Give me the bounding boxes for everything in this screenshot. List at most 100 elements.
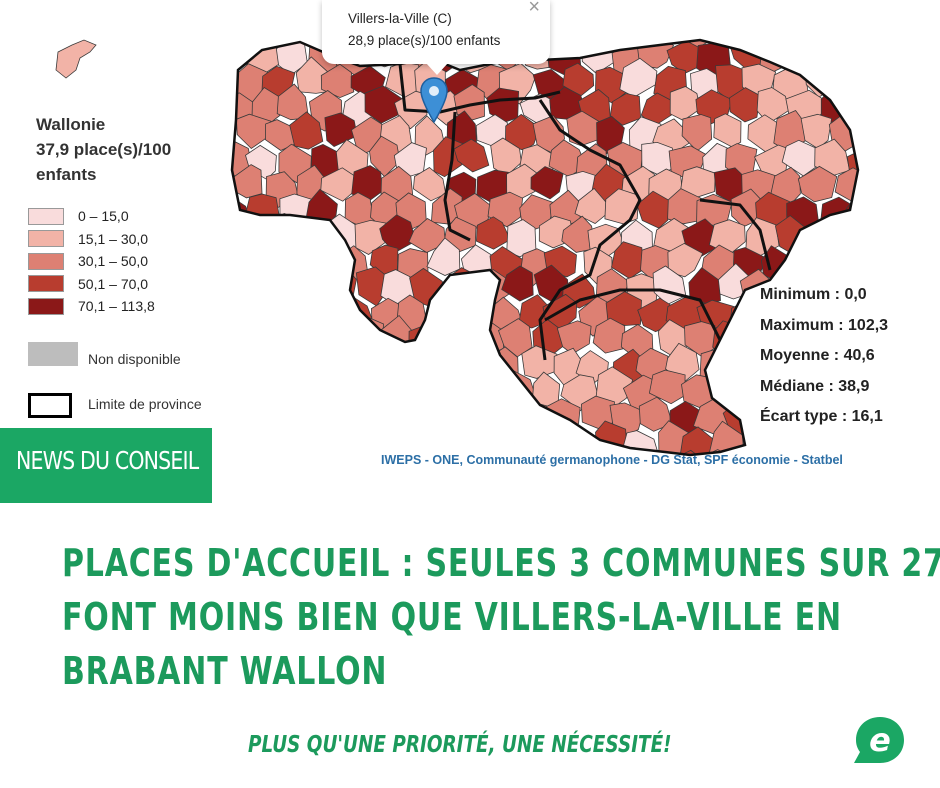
municipality[interactable] <box>278 351 310 389</box>
municipality[interactable] <box>364 85 403 124</box>
municipality[interactable] <box>487 191 524 228</box>
municipality[interactable] <box>305 246 344 283</box>
municipality[interactable] <box>264 212 298 249</box>
municipality[interactable] <box>505 417 539 455</box>
municipality[interactable] <box>835 219 868 261</box>
municipality[interactable] <box>278 243 313 282</box>
municipality[interactable] <box>338 445 369 480</box>
municipality[interactable] <box>308 395 344 430</box>
municipality[interactable] <box>637 297 675 333</box>
municipality[interactable] <box>426 237 461 276</box>
municipality[interactable] <box>245 403 282 438</box>
municipality[interactable] <box>324 321 361 356</box>
municipality[interactable] <box>729 297 764 335</box>
municipality[interactable] <box>200 324 235 364</box>
municipality[interactable] <box>293 266 329 308</box>
municipality[interactable] <box>261 269 295 311</box>
municipality[interactable] <box>327 370 364 409</box>
municipality[interactable] <box>234 319 269 359</box>
municipality[interactable] <box>338 399 367 439</box>
municipality[interactable] <box>819 245 854 279</box>
municipality[interactable] <box>367 348 406 390</box>
municipality[interactable] <box>275 290 311 328</box>
municipality[interactable] <box>237 220 267 255</box>
municipality[interactable] <box>747 114 779 153</box>
municipality[interactable] <box>220 343 255 382</box>
municipality[interactable] <box>438 371 473 413</box>
municipality[interactable] <box>253 295 287 335</box>
municipality[interactable] <box>649 12 684 45</box>
municipality[interactable] <box>276 83 309 121</box>
municipality[interactable] <box>776 13 810 47</box>
municipality[interactable] <box>412 167 447 202</box>
municipality[interactable] <box>426 398 464 437</box>
attribution-link-statbel[interactable]: SPF économie - Statbel <box>703 453 843 467</box>
municipality[interactable] <box>259 418 295 457</box>
municipality[interactable] <box>228 376 264 413</box>
exclave-comines[interactable] <box>55 39 97 79</box>
municipality[interactable] <box>219 249 253 284</box>
municipality[interactable] <box>488 401 519 434</box>
municipality[interactable] <box>246 248 281 286</box>
municipality[interactable] <box>206 221 239 261</box>
municipality[interactable] <box>292 375 331 409</box>
municipality[interactable] <box>789 243 827 281</box>
municipality[interactable] <box>715 16 751 49</box>
municipality[interactable] <box>199 273 229 308</box>
municipality[interactable] <box>475 216 511 250</box>
municipality[interactable] <box>609 93 642 126</box>
municipality[interactable] <box>681 114 713 152</box>
municipality[interactable] <box>262 375 295 414</box>
municipality[interactable] <box>797 165 838 203</box>
municipality[interactable] <box>305 447 341 480</box>
municipality[interactable] <box>456 395 490 435</box>
municipality[interactable] <box>560 7 594 45</box>
municipality[interactable] <box>648 369 686 405</box>
municipality[interactable] <box>849 37 887 74</box>
municipality[interactable] <box>356 375 387 414</box>
municipality[interactable] <box>460 349 498 384</box>
municipality[interactable] <box>395 405 433 438</box>
municipality[interactable] <box>408 374 443 408</box>
municipality[interactable] <box>521 345 558 379</box>
municipality[interactable] <box>848 92 883 133</box>
municipality[interactable] <box>593 16 633 48</box>
close-icon[interactable]: × <box>528 0 540 18</box>
municipality[interactable] <box>353 423 391 457</box>
municipality[interactable] <box>320 63 355 99</box>
municipality[interactable] <box>394 345 428 380</box>
municipality[interactable] <box>213 452 249 480</box>
municipality[interactable] <box>252 346 284 384</box>
municipality[interactable] <box>305 343 344 385</box>
municipality[interactable] <box>501 265 534 302</box>
municipality[interactable] <box>262 11 302 46</box>
choropleth-map[interactable]: Wallonie 37,9 place(s)/100 enfants 0 – 1… <box>0 0 940 480</box>
municipality[interactable] <box>453 84 485 121</box>
municipality[interactable] <box>205 372 238 408</box>
municipality[interactable] <box>275 402 311 438</box>
municipality[interactable] <box>291 216 326 254</box>
municipality[interactable] <box>294 420 332 460</box>
attribution-link-iweps[interactable]: IWEPS - ONE <box>381 453 460 467</box>
municipality[interactable] <box>354 317 385 355</box>
municipality[interactable] <box>848 450 882 480</box>
municipality[interactable] <box>561 215 596 253</box>
location-pin-icon[interactable] <box>419 76 449 124</box>
municipality[interactable] <box>723 345 761 385</box>
municipality[interactable] <box>667 242 704 278</box>
municipality[interactable] <box>432 293 467 335</box>
municipality[interactable] <box>791 38 826 74</box>
municipality[interactable] <box>592 317 626 354</box>
municipality[interactable] <box>280 452 309 480</box>
municipality[interactable] <box>389 374 423 411</box>
municipality[interactable] <box>446 417 482 455</box>
municipality[interactable] <box>506 219 537 258</box>
municipality[interactable] <box>530 166 564 200</box>
municipality[interactable] <box>324 112 358 147</box>
municipality[interactable] <box>366 396 404 429</box>
municipality[interactable] <box>806 222 837 260</box>
municipality[interactable] <box>234 273 267 311</box>
municipality[interactable] <box>216 293 252 327</box>
municipality[interactable] <box>805 14 839 46</box>
municipality[interactable] <box>289 111 324 150</box>
